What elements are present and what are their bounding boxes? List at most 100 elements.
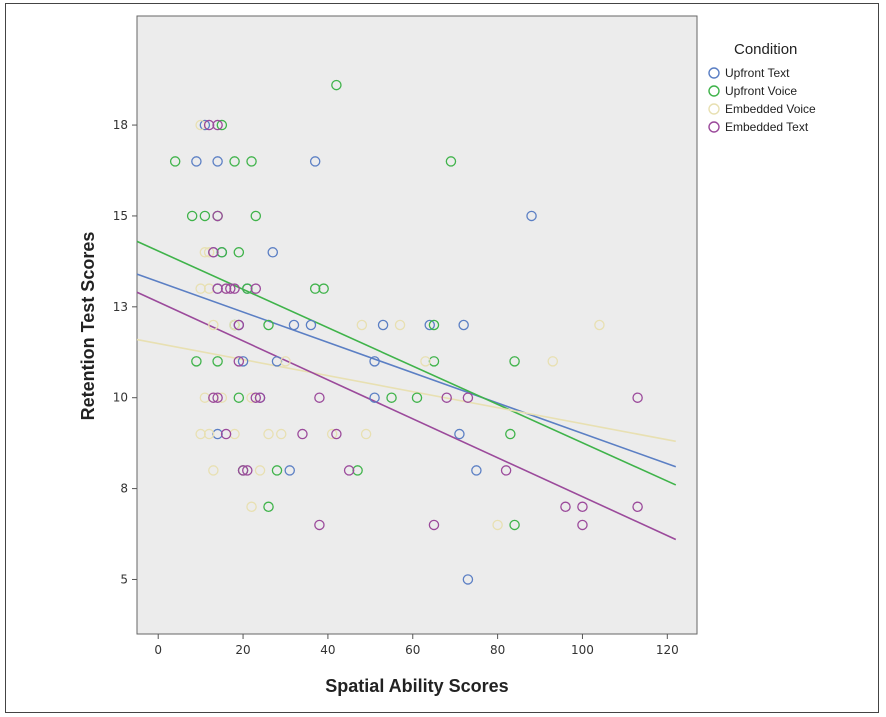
point-upfront-voice <box>428 319 440 331</box>
point-embedded-text <box>212 283 223 294</box>
point-embedded-voice <box>492 519 503 531</box>
y-tick-label: 13 <box>113 300 128 314</box>
point-embedded-text <box>233 356 245 367</box>
point-upfront-voice <box>186 210 198 222</box>
fit-lines <box>136 240 677 541</box>
point-upfront-voice <box>271 465 283 476</box>
point-embedded-text <box>632 501 643 513</box>
fit-line-upfront-text <box>136 273 677 468</box>
legend-label-upfront-voice: Upfront Voice <box>725 84 797 98</box>
point-upfront-text <box>212 428 223 440</box>
point-embedded-voice <box>195 428 206 440</box>
point-upfront-voice <box>411 392 423 403</box>
point-upfront-voice <box>352 465 363 476</box>
point-upfront-voice <box>386 392 397 403</box>
point-embedded-voice <box>199 392 211 403</box>
point-embedded-voice <box>203 247 215 258</box>
point-upfront-voice <box>191 356 202 367</box>
point-upfront-text <box>462 574 474 585</box>
point-upfront-text <box>199 119 211 131</box>
point-embedded-voice <box>229 319 240 331</box>
point-embedded-text <box>208 247 219 258</box>
point-upfront-text <box>454 428 465 440</box>
point-upfront-voice <box>263 501 274 513</box>
point-embedded-text <box>225 283 236 294</box>
x-tick-label: 120 <box>656 643 679 657</box>
x-axis: 0 20 40 60 80 100 120 <box>154 634 679 657</box>
point-embedded-text <box>254 392 266 403</box>
point-upfront-voice <box>246 156 257 167</box>
point-upfront-text <box>526 210 537 222</box>
point-upfront-voice <box>445 156 457 167</box>
point-embedded-voice <box>254 465 266 476</box>
point-upfront-voice <box>509 519 520 531</box>
point-upfront-voice <box>216 247 228 258</box>
y-tick-label: 10 <box>113 391 128 405</box>
point-embedded-voice <box>199 247 211 258</box>
y-tick-label: 18 <box>113 118 128 132</box>
x-tick-label: 60 <box>405 643 420 657</box>
point-embedded-text <box>220 283 232 294</box>
point-upfront-voice <box>169 156 181 167</box>
legend-label-upfront-text: Upfront Text <box>725 66 790 80</box>
point-embedded-text <box>314 392 325 403</box>
point-embedded-text <box>343 465 355 476</box>
chart-frame: 5 8 10 13 15 18 0 20 40 60 80 100 120 Spatial Abili… <box>5 3 879 713</box>
point-upfront-text <box>369 392 380 403</box>
point-embedded-voice <box>246 501 257 513</box>
point-upfront-voice <box>509 356 520 367</box>
point-embedded-text <box>560 501 571 513</box>
point-embedded-text <box>577 501 588 513</box>
point-embedded-text <box>250 392 262 403</box>
point-upfront-voice <box>233 247 245 258</box>
legend-marker-embedded-voice <box>708 103 720 115</box>
point-embedded-text <box>441 392 452 403</box>
y-axis: 5 8 10 13 15 18 <box>113 118 137 586</box>
point-embedded-text <box>314 519 325 531</box>
point-upfront-text <box>377 319 389 331</box>
y-axis-title: Retention Test Scores <box>78 232 98 421</box>
point-embedded-voice <box>275 428 287 440</box>
point-embedded-text <box>428 519 440 531</box>
point-embedded-voice <box>356 319 368 331</box>
point-upfront-voice <box>216 119 228 131</box>
point-upfront-text <box>369 356 380 367</box>
point-upfront-voice <box>229 156 240 167</box>
point-upfront-voice <box>505 428 516 440</box>
point-embedded-voice <box>594 319 605 331</box>
point-upfront-voice <box>242 283 253 294</box>
point-embedded-text <box>212 210 223 222</box>
data-points <box>169 79 643 585</box>
point-embedded-text <box>577 519 588 531</box>
point-embedded-text <box>250 283 262 294</box>
legend: Condition Upfront Text Upfront Voice Embed… <box>708 41 816 134</box>
point-embedded-voice <box>229 428 240 440</box>
legend-marker-upfront-voice <box>708 85 720 97</box>
point-embedded-voice <box>216 392 228 403</box>
legend-label-embedded-text: Embedded Text <box>725 120 809 134</box>
point-embedded-text <box>212 119 223 131</box>
fit-line-embedded-text <box>136 291 677 541</box>
legend-label-embedded-voice: Embedded Voice <box>725 102 816 116</box>
y-tick-label: 15 <box>113 209 128 223</box>
point-upfront-text <box>212 156 223 167</box>
point-upfront-voice <box>212 356 223 367</box>
point-embedded-voice <box>208 465 219 476</box>
point-upfront-text <box>237 356 249 367</box>
plot-area <box>136 15 698 635</box>
point-embedded-text <box>237 465 249 476</box>
point-embedded-text <box>462 392 474 403</box>
point-embedded-voice <box>263 428 274 440</box>
point-embedded-voice <box>203 283 215 294</box>
point-upfront-voice <box>331 79 342 91</box>
point-upfront-text <box>309 156 321 167</box>
point-embedded-text <box>500 465 512 476</box>
point-embedded-voice <box>195 119 206 131</box>
point-upfront-voice <box>263 319 274 331</box>
x-tick-label: 80 <box>490 643 505 657</box>
point-embedded-text <box>220 428 232 440</box>
point-upfront-text <box>424 319 435 331</box>
point-upfront-text <box>284 465 295 476</box>
point-upfront-text <box>191 156 202 167</box>
point-upfront-text <box>267 247 279 258</box>
